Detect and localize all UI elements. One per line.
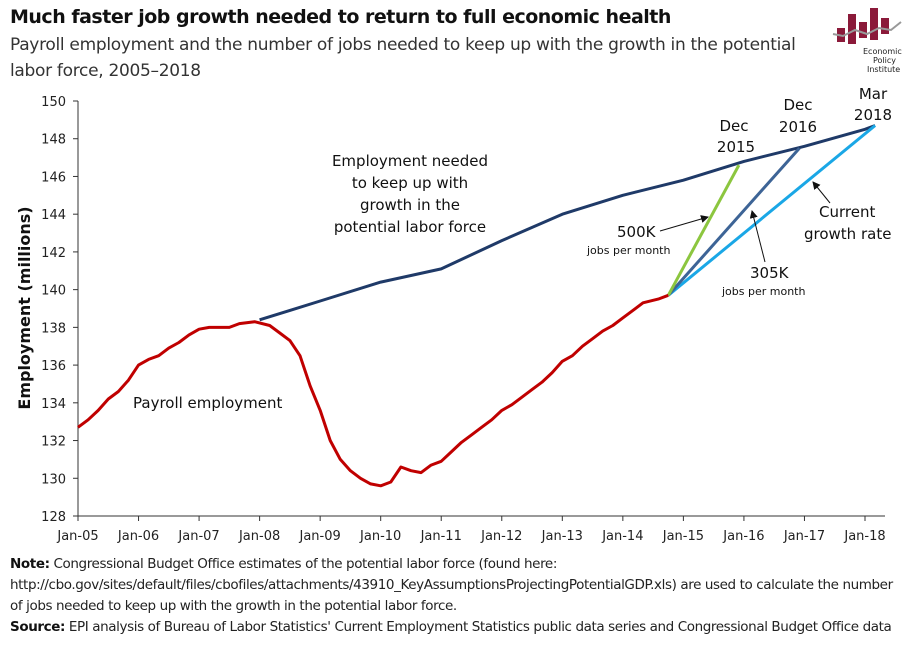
svg-text:Policy: Policy xyxy=(873,56,896,65)
mar2018-label: Mar xyxy=(859,85,888,103)
note: Note: Congressional Budget Office estima… xyxy=(10,554,900,617)
x-tick-label: Jan-08 xyxy=(238,529,280,544)
needed-label: Employment needed to keep up with growth… xyxy=(332,152,488,236)
needed-label-line: Employment needed xyxy=(332,152,488,170)
chart-title: Much faster job growth needed to return … xyxy=(10,6,671,28)
dec2015-label: Dec xyxy=(719,117,748,135)
source: Source: EPI analysis of Bureau of Labor … xyxy=(10,617,900,638)
x-tick-label: Jan-15 xyxy=(662,529,704,544)
y-tick-label: 140 xyxy=(41,284,66,299)
y-tick-label: 128 xyxy=(41,510,66,525)
needed-employment-line xyxy=(259,124,876,322)
y-tick-label: 148 xyxy=(41,133,66,148)
x-tick-label: Jan-13 xyxy=(541,529,583,544)
current-rate-label: Current xyxy=(819,203,875,221)
500k-label: 500K xyxy=(617,223,657,241)
500k-projection-line xyxy=(666,164,741,297)
y-tick-label: 138 xyxy=(41,321,66,336)
x-tick-label: Jan-18 xyxy=(843,529,885,544)
x-tick-label: Jan-10 xyxy=(359,529,401,544)
mar2018-label: 2018 xyxy=(854,106,892,124)
500k-sublabel: jobs per month xyxy=(586,244,670,257)
500k-arrow xyxy=(659,215,709,232)
payroll-employment-line xyxy=(77,293,669,488)
dec2016-label: Dec xyxy=(783,96,812,114)
y-tick-label: 136 xyxy=(41,359,66,374)
current-rate-label: growth rate xyxy=(804,225,891,243)
needed-label-line: potential labor force xyxy=(334,218,486,236)
y-tick-label: 144 xyxy=(41,208,66,223)
305k-projection-line xyxy=(667,147,801,297)
y-tick-label: 134 xyxy=(41,397,66,412)
chart-subtitle: Payroll employment and the number of job… xyxy=(10,35,796,81)
footer-notes: Note: Congressional Budget Office estima… xyxy=(10,554,900,638)
x-tick-label: Jan-07 xyxy=(177,529,219,544)
note-label: Note: xyxy=(10,556,50,572)
needed-label-line: growth in the xyxy=(360,196,460,214)
current-rate-arrow xyxy=(812,181,831,204)
y-axis-label: Employment (millions) xyxy=(15,206,34,409)
x-tick-label: Jan-12 xyxy=(480,529,522,544)
x-tick-label: Jan-11 xyxy=(420,529,462,544)
payroll-label: Payroll employment xyxy=(133,394,282,412)
y-tick-label: 150 xyxy=(41,95,66,110)
x-tick-label: Jan-16 xyxy=(722,529,764,544)
dec2016-label: 2016 xyxy=(779,118,817,136)
svg-text:Economic: Economic xyxy=(863,47,902,56)
epi-logo: Economic Policy Institute xyxy=(832,8,902,74)
dec2015-label: 2015 xyxy=(717,138,755,156)
x-tick-label: Jan-09 xyxy=(299,529,341,544)
x-tick-label: Jan-17 xyxy=(783,529,825,544)
note-text: Congressional Budget Office estimates of… xyxy=(10,556,893,614)
305k-arrow xyxy=(749,210,766,263)
y-tick-label: 130 xyxy=(41,472,66,487)
x-tick-label: Jan-05 xyxy=(56,529,98,544)
source-text: EPI analysis of Bureau of Labor Statisti… xyxy=(65,619,892,635)
305k-sublabel: jobs per month xyxy=(721,285,805,298)
305k-label: 305K xyxy=(750,264,790,282)
y-tick-label: 142 xyxy=(41,246,66,261)
svg-text:Institute: Institute xyxy=(867,65,900,74)
y-tick-label: 132 xyxy=(41,435,66,450)
current-growth-line xyxy=(667,124,877,297)
x-tick-label: Jan-14 xyxy=(601,529,643,544)
x-tick-label: Jan-06 xyxy=(117,529,159,544)
y-tick-label: 146 xyxy=(41,170,66,185)
source-label: Source: xyxy=(10,619,66,635)
needed-label-line: to keep up with xyxy=(352,174,468,192)
